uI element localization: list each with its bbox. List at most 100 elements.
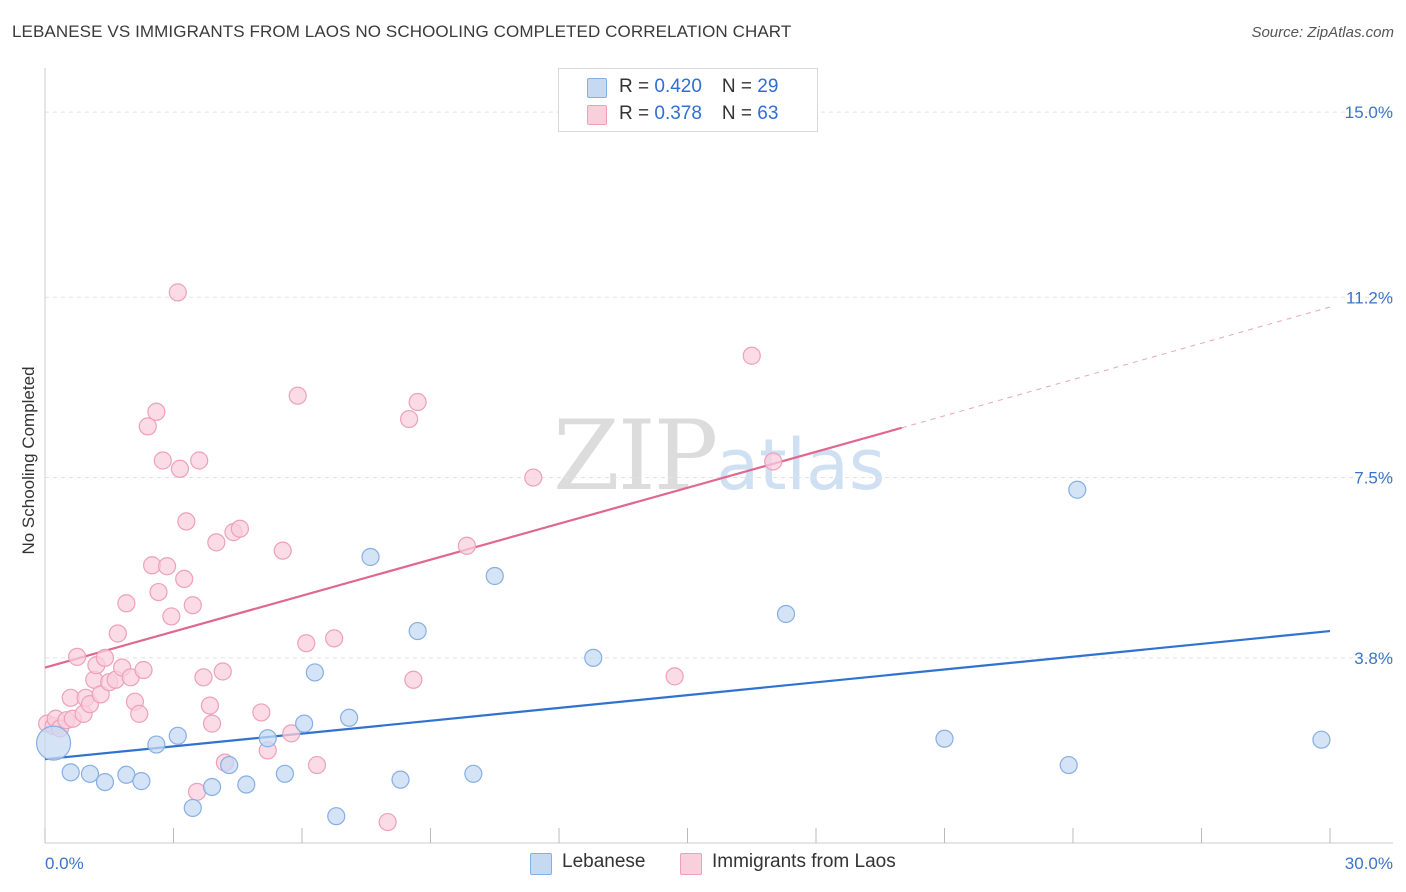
- laos-point: [162, 607, 181, 626]
- laos-point: [404, 670, 423, 689]
- laos-point: [183, 596, 202, 615]
- laos-point: [175, 569, 194, 589]
- laos-point: [273, 541, 292, 560]
- legend-r-value: 0.420: [654, 76, 702, 97]
- laos-point: [190, 451, 209, 470]
- laos-point: [252, 703, 271, 722]
- laos-point: [130, 704, 149, 723]
- lebanese-point: [258, 729, 277, 748]
- laos-point: [177, 512, 196, 531]
- legend-label-lebanese: Lebanese: [562, 851, 646, 872]
- x-tick-label: 30.0%: [1345, 854, 1393, 873]
- legend-swatch-laos: [587, 105, 607, 125]
- laos-point: [194, 668, 213, 687]
- laos-point: [149, 582, 168, 602]
- data-points: [35, 283, 1331, 832]
- laos-point: [288, 386, 307, 405]
- lebanese-point: [275, 764, 294, 783]
- laos-point: [170, 459, 190, 478]
- legend-r-value: 0.378: [654, 103, 702, 124]
- lebanese-point: [776, 604, 796, 624]
- gridlines: [45, 111, 1393, 659]
- laos-point: [297, 634, 316, 653]
- y-tick-label: 15.0%: [1345, 103, 1393, 122]
- lebanese-point: [202, 777, 222, 797]
- watermark: ZIPatlas: [553, 400, 885, 512]
- laos-trend-extension: [901, 306, 1331, 429]
- laos-point: [378, 812, 397, 832]
- lebanese-point: [237, 775, 256, 794]
- tick-labels: 3.8% 7.5% 11.2% 15.0% 0.0% 30.0% No Schooling …: [19, 103, 1393, 873]
- lebanese-point: [305, 663, 324, 682]
- laos-point: [68, 647, 87, 666]
- laos-point: [200, 696, 220, 715]
- laos-point: [157, 557, 177, 576]
- lebanese-point: [340, 708, 359, 727]
- laos-point: [147, 402, 166, 421]
- laos-point: [153, 451, 172, 470]
- lebanese-point: [220, 755, 239, 775]
- legend-swatch-laos: [680, 853, 702, 875]
- watermark-zip: ZIP: [553, 400, 718, 512]
- legend-n-value: 29: [757, 76, 779, 97]
- laos-point: [213, 662, 232, 681]
- laos-point: [764, 452, 783, 471]
- chart-title: LEBANESE VS IMMIGRANTS FROM LAOS NO SCHO…: [12, 22, 792, 41]
- lebanese-point: [295, 714, 314, 733]
- laos-point: [524, 468, 543, 487]
- laos-point: [187, 782, 207, 801]
- lebanese-point: [1059, 755, 1078, 775]
- lebanese-point: [35, 725, 72, 761]
- laos-point: [325, 629, 344, 648]
- chart-source: Source: ZipAtlas.com: [1251, 24, 1394, 41]
- laos-point: [202, 714, 222, 733]
- watermark-atlas: atlas: [716, 424, 886, 506]
- y-tick-label: 3.8%: [1354, 649, 1393, 668]
- laos-point: [742, 346, 761, 365]
- legend-r-label: R =: [619, 103, 655, 124]
- lebanese-point: [1312, 730, 1331, 749]
- laos-point: [117, 594, 136, 613]
- laos-point: [399, 409, 419, 429]
- laos-point: [230, 519, 249, 538]
- y-axis-label: No Schooling Completed: [19, 366, 38, 554]
- lebanese-point: [361, 547, 380, 567]
- laos-point: [457, 536, 477, 555]
- legend-r-label: R =: [619, 76, 655, 97]
- legend-n-label: N =: [721, 76, 758, 97]
- lebanese-point: [168, 726, 187, 745]
- laos-point: [134, 660, 153, 680]
- legend-swatch-lebanese: [530, 853, 552, 875]
- laos-point: [665, 667, 684, 686]
- laos-point: [207, 533, 226, 552]
- lebanese-point: [485, 566, 504, 586]
- laos-point: [138, 417, 157, 436]
- lebanese-point: [61, 763, 80, 782]
- correlation-legend: R = 0.420 N = 29 R = 0.378 N = 63: [558, 68, 818, 132]
- legend-n-value: 63: [757, 103, 779, 124]
- laos-point: [108, 624, 127, 643]
- lebanese-point: [95, 772, 115, 792]
- legend-label-laos: Immigrants from Laos: [712, 851, 896, 872]
- lebanese-point: [391, 770, 410, 789]
- legend-swatch-lebanese: [587, 78, 607, 98]
- lebanese-point: [132, 772, 151, 791]
- y-tick-label: 7.5%: [1354, 469, 1393, 488]
- lebanese-trend-line: [44, 629, 1331, 761]
- laos-point: [95, 648, 115, 667]
- lebanese-point: [327, 807, 346, 826]
- lebanese-point: [1068, 480, 1087, 499]
- lebanese-point: [935, 729, 954, 748]
- lebanese-point: [147, 735, 166, 754]
- laos-point: [408, 392, 427, 412]
- lebanese-point: [183, 798, 202, 818]
- laos-point: [282, 724, 301, 743]
- lebanese-point: [80, 764, 100, 783]
- lebanese-point: [408, 621, 427, 641]
- lebanese-point: [464, 764, 483, 783]
- y-tick-label: 11.2%: [1346, 288, 1393, 307]
- axes: [44, 68, 1393, 844]
- x-tick-label: 0.0%: [45, 854, 84, 873]
- lebanese-point: [584, 648, 603, 667]
